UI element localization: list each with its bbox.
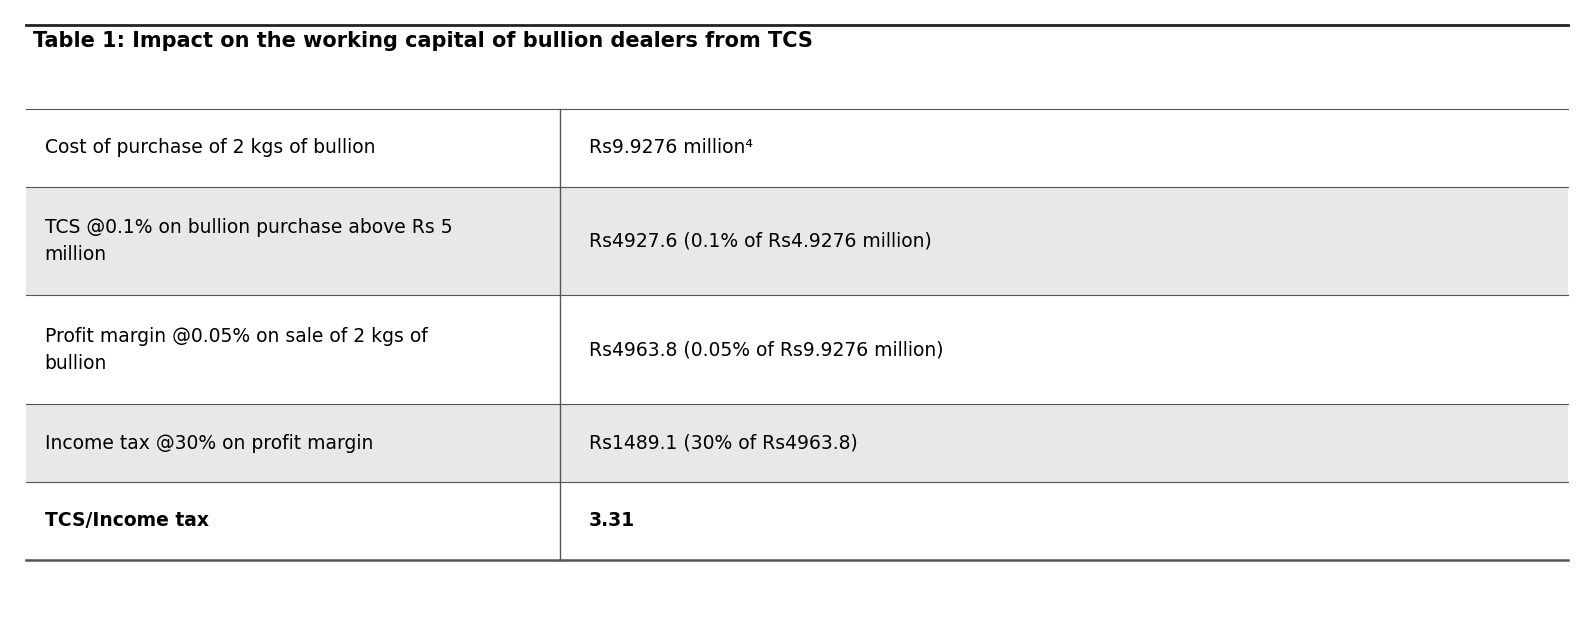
Text: Rs4927.6 (0.1% of Rs4.9276 million): Rs4927.6 (0.1% of Rs4.9276 million) — [588, 231, 931, 251]
Text: Rs4963.8 (0.05% of Rs9.9276 million): Rs4963.8 (0.05% of Rs9.9276 million) — [588, 340, 944, 360]
Text: Income tax @30% on profit margin: Income tax @30% on profit margin — [45, 434, 373, 453]
Bar — [26, 187, 1568, 295]
Text: Rs9.9276 million⁴: Rs9.9276 million⁴ — [588, 138, 752, 157]
Text: TCS/Income tax: TCS/Income tax — [45, 511, 209, 531]
Text: 3.31: 3.31 — [588, 511, 634, 531]
Text: Rs1489.1 (30% of Rs4963.8): Rs1489.1 (30% of Rs4963.8) — [588, 434, 858, 453]
Text: Cost of purchase of 2 kgs of bullion: Cost of purchase of 2 kgs of bullion — [45, 138, 375, 157]
Bar — [26, 404, 1568, 482]
Text: Profit margin @0.05% on sale of 2 kgs of
bullion: Profit margin @0.05% on sale of 2 kgs of… — [45, 327, 427, 373]
Text: TCS @0.1% on bullion purchase above Rs 5
million: TCS @0.1% on bullion purchase above Rs 5… — [45, 218, 453, 264]
Text: Table 1: Impact on the working capital of bullion dealers from TCS: Table 1: Impact on the working capital o… — [33, 31, 813, 51]
